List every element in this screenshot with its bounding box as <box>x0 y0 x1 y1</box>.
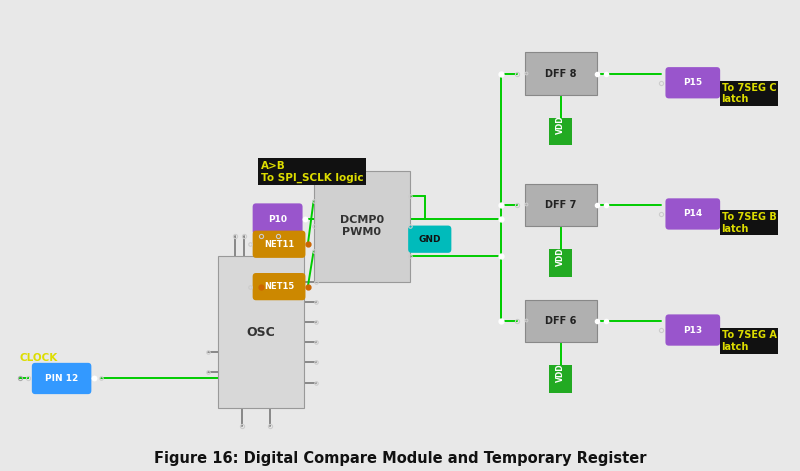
Text: P10: P10 <box>268 214 287 224</box>
Text: VDD: VDD <box>556 363 566 382</box>
FancyBboxPatch shape <box>550 365 572 393</box>
Text: VDD: VDD <box>556 116 566 134</box>
FancyBboxPatch shape <box>666 315 720 346</box>
Text: To 7SEG B
latch: To 7SEG B latch <box>722 212 776 234</box>
FancyBboxPatch shape <box>253 203 302 235</box>
Text: NET15: NET15 <box>264 282 294 291</box>
Text: DFF 8: DFF 8 <box>545 69 577 79</box>
Text: To 7SEG A
latch: To 7SEG A latch <box>722 330 777 352</box>
FancyBboxPatch shape <box>218 256 304 408</box>
Text: DFF 6: DFF 6 <box>545 316 577 326</box>
Text: DCMP0
PWM0: DCMP0 PWM0 <box>339 215 384 237</box>
Text: Figure 16: Digital Compare Module and Temporary Register: Figure 16: Digital Compare Module and Te… <box>154 451 646 466</box>
Text: CLOCK: CLOCK <box>20 353 58 363</box>
FancyBboxPatch shape <box>525 184 597 226</box>
FancyBboxPatch shape <box>666 198 720 230</box>
FancyBboxPatch shape <box>314 171 410 282</box>
FancyBboxPatch shape <box>550 118 572 146</box>
Text: A>B
To SPI_SCLK logic: A>B To SPI_SCLK logic <box>261 161 363 182</box>
Text: P13: P13 <box>683 325 702 334</box>
FancyBboxPatch shape <box>525 52 597 95</box>
Text: P15: P15 <box>683 78 702 87</box>
Text: GND: GND <box>418 235 441 244</box>
FancyBboxPatch shape <box>408 226 451 253</box>
Text: OSC: OSC <box>246 325 275 339</box>
Text: P14: P14 <box>683 210 702 219</box>
Text: VDD: VDD <box>556 247 566 266</box>
FancyBboxPatch shape <box>666 67 720 98</box>
FancyBboxPatch shape <box>550 249 572 276</box>
Text: PIN 12: PIN 12 <box>45 374 78 383</box>
FancyBboxPatch shape <box>253 231 306 258</box>
FancyBboxPatch shape <box>32 363 91 394</box>
Text: DFF 7: DFF 7 <box>545 200 577 210</box>
FancyBboxPatch shape <box>253 273 306 300</box>
Text: NET11: NET11 <box>264 240 294 249</box>
FancyBboxPatch shape <box>525 300 597 342</box>
Text: To 7SEG C
latch: To 7SEG C latch <box>722 83 776 105</box>
